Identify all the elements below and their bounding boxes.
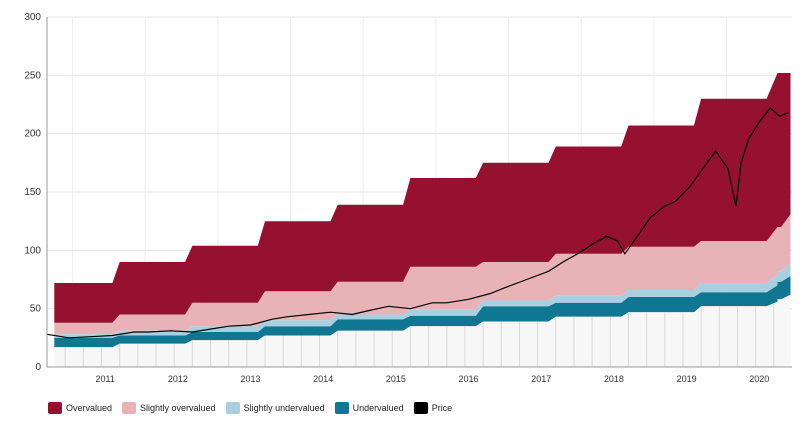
x-tick-label-2019: 2019	[677, 374, 697, 384]
y-tick-label-300: 300	[24, 12, 41, 23]
x-tick-label-2011: 2011	[95, 374, 114, 384]
legend-swatch-overvalued	[48, 402, 62, 414]
band-slightly-overvalued	[54, 214, 791, 335]
band-undervalued	[54, 276, 791, 348]
legend-label-overvalued: Overvalued	[66, 403, 113, 413]
legend-label-slightly-undervalued: Slightly undervalued	[243, 403, 325, 413]
y-tick-label-50: 50	[30, 304, 42, 315]
legend-item-slightly-undervalued: Slightly undervalued	[225, 402, 325, 414]
y-tick-label-250: 250	[24, 70, 41, 81]
legend-swatch-slightly-undervalued	[225, 402, 240, 414]
x-tick-label-2020: 2020	[749, 374, 769, 384]
price-line	[46, 107, 789, 339]
legend-label-undervalued: Undervalued	[352, 403, 404, 413]
valuation-bands	[54, 73, 791, 367]
y-tick-label-150: 150	[24, 187, 41, 198]
y-tick-label-100: 100	[24, 245, 41, 256]
legend-label-price: Price	[431, 403, 453, 413]
legend-item-price: Price	[413, 402, 453, 414]
x-tick-label-2015: 2015	[386, 374, 406, 384]
price-layer	[46, 107, 789, 339]
legend-item-slightly-overvalued: Slightly overvalued	[122, 402, 216, 414]
legend-swatch-slightly-overvalued	[122, 402, 137, 414]
legend: Overvalued Slightly overvalued Slightly …	[48, 402, 452, 414]
legend-swatch-undervalued	[334, 402, 349, 414]
x-tick-label-2012: 2012	[168, 374, 188, 384]
band-base	[54, 294, 791, 367]
x-tick-label-2017: 2017	[531, 374, 551, 384]
x-tick-label-2016: 2016	[459, 374, 479, 384]
y-tick-label-200: 200	[24, 129, 41, 140]
legend-item-overvalued: Overvalued	[48, 402, 112, 414]
x-tick-label-2018: 2018	[604, 374, 624, 384]
legend-item-undervalued: Undervalued	[334, 402, 404, 414]
axes: 0 50 100 150 200 250 300 2011 2012 2013 2014 2015 20…	[24, 12, 792, 384]
legend-label-slightly-overvalued: Slightly overvalued	[140, 403, 216, 413]
x-tick-label-2014: 2014	[313, 374, 333, 384]
x-tick-label-2013: 2013	[240, 374, 260, 384]
y-tick-label-0: 0	[35, 362, 41, 373]
band-overvalued	[54, 73, 791, 323]
legend-swatch-price	[413, 402, 428, 414]
